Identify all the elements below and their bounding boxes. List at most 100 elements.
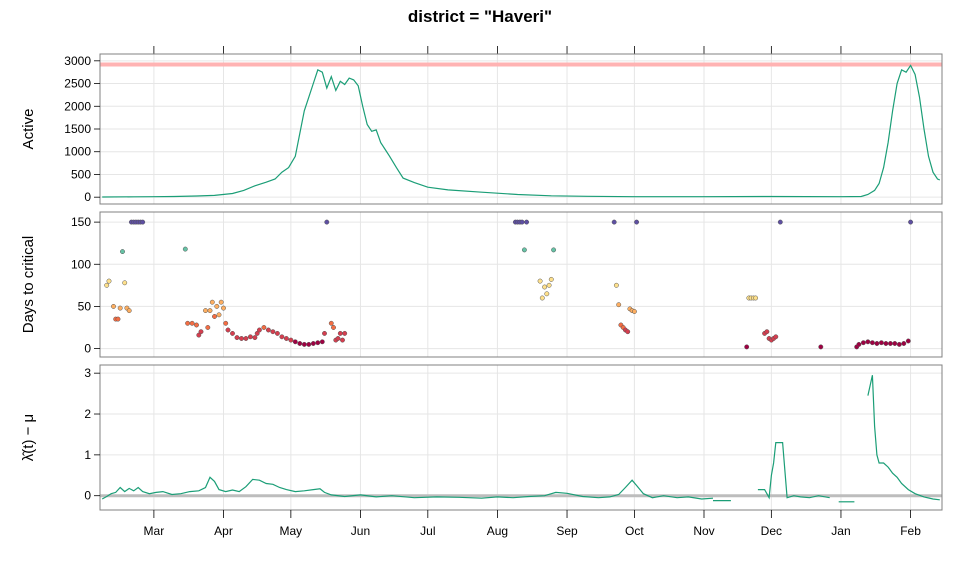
panel-0-series-line: [102, 64, 941, 198]
panel-1-point-68: [521, 247, 527, 253]
xtick-label-3: Jun: [351, 524, 370, 538]
panel-1-point-4: [115, 316, 121, 322]
panel-1-point-114: [908, 219, 914, 225]
panel-1-point-94: [764, 329, 770, 335]
panel-1-point-86: [631, 309, 637, 314]
panel-2-ytick-label-2: 2: [84, 407, 91, 421]
panel-1-point-21: [198, 329, 204, 335]
panel-1-point-73: [544, 291, 550, 297]
frame-layer: [94, 46, 943, 518]
panel-1-point-53: [315, 340, 321, 346]
panel-1-point-32: [225, 327, 231, 333]
panel-1-point-71: [539, 295, 545, 301]
panel-1-point-17: [185, 320, 191, 326]
panel-1-point-49: [297, 341, 303, 346]
panel-1-point-46: [283, 336, 289, 341]
xtick-label-4: Jul: [420, 524, 435, 538]
panel-1-point-113: [905, 338, 911, 344]
panel-1-point-76: [551, 247, 557, 253]
data-layer: [100, 62, 942, 503]
xtick-label-6: Sep: [556, 524, 578, 538]
panel-1-point-6: [120, 249, 125, 255]
panel-1-point-0: [104, 282, 110, 288]
panel-2-ytick-label-1: 1: [84, 448, 91, 462]
panel-1-point-5: [117, 305, 123, 311]
panel-1-point-108: [883, 341, 889, 346]
panel-2-frame: [99, 364, 943, 511]
xtick-label-11: Feb: [900, 524, 921, 538]
panel-1-point-103: [860, 340, 866, 346]
panel-1-point-67: [519, 219, 525, 225]
panel-1-point-47: [288, 337, 294, 343]
grid-layer: [100, 54, 942, 510]
panel-2-series-segment-2: [757, 442, 830, 500]
xtick-label-7: Oct: [625, 524, 644, 538]
panel-0-ytick-label-1: 500: [71, 167, 91, 181]
panel-1-point-107: [878, 340, 884, 346]
panel-1-point-50: [301, 341, 307, 347]
panel-1-point-56: [324, 219, 330, 225]
panel-1-point-75: [548, 276, 554, 282]
panel-1-ylabel: Days to critical: [20, 236, 37, 334]
panel-0-ylabel: Active: [20, 109, 37, 150]
panel-1-point-39: [254, 330, 260, 336]
panel-1-point-87: [634, 219, 640, 225]
panel-1-point-36: [243, 336, 249, 341]
panel-1-point-102: [856, 341, 862, 347]
panel-1-point-30: [221, 305, 226, 311]
panel-1-point-44: [274, 330, 280, 336]
panel-1-point-48: [292, 339, 298, 345]
panel-1-point-37: [247, 334, 253, 340]
panel-1-point-112: [901, 341, 907, 346]
panel-1-point-60: [335, 336, 341, 341]
panel-1-point-27: [214, 303, 220, 309]
panel-1-point-1: [106, 278, 112, 284]
panel-1-point-35: [239, 336, 244, 341]
panel-1-point-34: [234, 335, 240, 341]
panel-1-ytick-label-3: 150: [71, 215, 91, 229]
panel-1-point-41: [261, 325, 267, 330]
panel-1-point-78: [613, 282, 619, 288]
xtick-label-2: May: [280, 524, 303, 538]
panel-1-point-74: [546, 282, 552, 288]
panel-1-point-2: [111, 303, 116, 309]
xtick-label-0: Mar: [144, 524, 165, 538]
xtick-label-8: Nov: [693, 524, 714, 538]
panel-1-point-72: [542, 284, 548, 290]
panel-1-point-33: [230, 330, 235, 336]
panel-1-point-40: [256, 327, 262, 333]
panel-1-point-22: [203, 308, 208, 314]
panel-1-ytick-label-1: 50: [78, 299, 92, 313]
xtick-label-1: Apr: [214, 524, 233, 538]
panel-0-ytick-label-6: 3000: [64, 54, 91, 68]
panel-1-point-25: [209, 299, 215, 305]
panel-2-ytick-label-3: 3: [84, 366, 91, 380]
panel-1-point-38: [252, 335, 258, 341]
panel-1-point-9: [126, 308, 132, 314]
panel-1-point-61: [337, 330, 343, 336]
panel-1-point-54: [319, 339, 325, 345]
panel-1-ytick-label-2: 100: [71, 257, 91, 271]
panel-1-point-57: [328, 320, 334, 326]
panel-2-series-segment-0: [101, 476, 714, 500]
panel-0-ytick-label-2: 1000: [64, 145, 91, 159]
panel-1-point-69: [524, 219, 530, 225]
chart-title: district = "Haveri": [408, 7, 552, 26]
panel-1-point-29: [218, 299, 224, 305]
panel-1-point-23: [205, 325, 211, 330]
panel-1-point-28: [216, 312, 222, 318]
xtick-label-5: Aug: [487, 524, 508, 538]
panel-1-point-42: [265, 327, 271, 333]
panel-1-point-79: [616, 302, 622, 308]
panel-1-point-98: [773, 334, 779, 340]
xtick-label-10: Jan: [831, 524, 850, 538]
panel-1-point-19: [194, 322, 199, 328]
panel-2-series-segment-4: [867, 375, 940, 501]
panel-1-ytick-label-0: 0: [84, 342, 91, 356]
panel-1-point-18: [189, 320, 195, 326]
panel-1-point-52: [310, 341, 316, 346]
panel-1-point-106: [874, 341, 880, 346]
panel-1-point-100: [818, 344, 824, 350]
panel-1-point-51: [306, 341, 312, 347]
